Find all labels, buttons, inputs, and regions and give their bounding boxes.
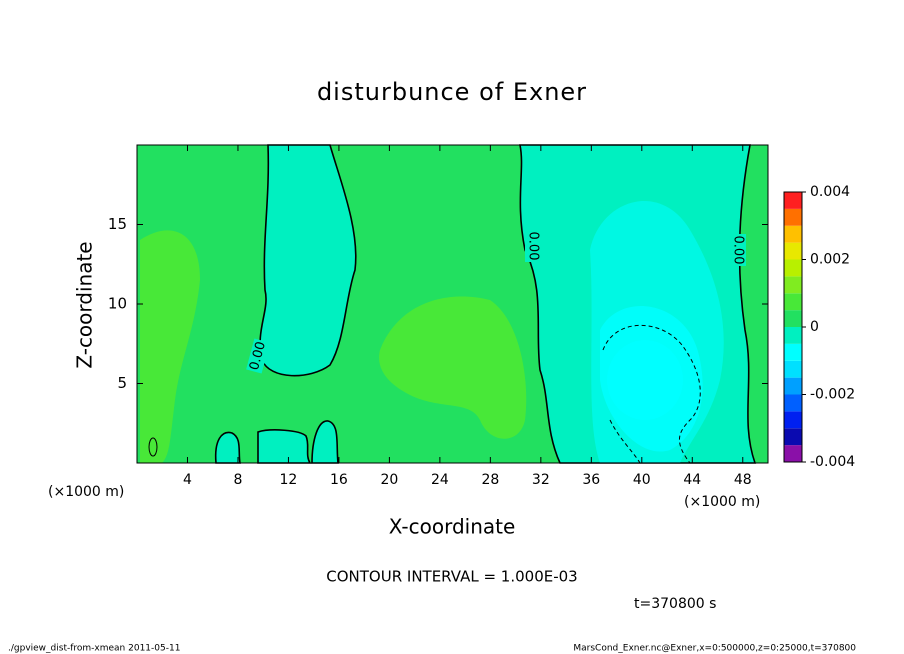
contour-fill xyxy=(259,144,357,377)
y-tick-label: 10 xyxy=(108,295,127,313)
contour-fill xyxy=(607,340,683,420)
colorbar-band xyxy=(784,428,802,446)
x-tick-label: 24 xyxy=(431,472,449,488)
colorbar-band xyxy=(784,276,802,294)
colorbar-band xyxy=(784,445,802,462)
contour-label: 0.00 xyxy=(731,236,746,265)
contour-label-bg xyxy=(525,230,541,262)
contour-fill xyxy=(140,230,200,463)
contour-label-bg xyxy=(730,234,746,266)
colorbar-band xyxy=(784,377,802,395)
colorbar-band xyxy=(784,293,802,311)
contour-fill xyxy=(257,429,312,464)
x-tick-label: 32 xyxy=(532,472,550,488)
colorbar-band xyxy=(784,360,802,378)
x-tick-label: 28 xyxy=(481,472,499,488)
x-tick-label: 20 xyxy=(380,472,398,488)
colorbar-band xyxy=(784,394,802,412)
x-tick-label: 40 xyxy=(633,472,651,488)
colorbar-tick-label: -0.002 xyxy=(810,387,855,403)
x-tick-label: 8 xyxy=(233,472,242,488)
y-tick-label: 15 xyxy=(108,215,127,233)
x-tick-label: 44 xyxy=(683,472,701,488)
contour-fill xyxy=(140,419,169,463)
x-tick-label: 16 xyxy=(330,472,348,488)
contour-fill xyxy=(379,296,527,439)
footer-left: ./gpview_dist-from-xmean 2011-05-11 xyxy=(8,644,180,654)
x-unit-label: (×1000 m) xyxy=(684,494,760,510)
contour-line xyxy=(602,324,701,464)
contour-interval: CONTOUR INTERVAL = 1.000E-03 xyxy=(326,568,577,586)
colorbar-band xyxy=(784,192,802,209)
contour-label: 0.00 xyxy=(526,232,541,261)
y-tick-label: 5 xyxy=(117,374,127,392)
colorbar-band xyxy=(784,259,802,277)
time-label: t=370800 s xyxy=(634,596,716,612)
y-axis-label: Z-coordinate xyxy=(73,241,97,368)
x-axis-label: X-coordinate xyxy=(389,515,516,539)
footer-right: MarsCond_Exner.nc@Exner,x=0:500000,z=0:2… xyxy=(573,644,856,654)
colorbar-band xyxy=(784,242,802,260)
x-tick-label: 36 xyxy=(582,472,600,488)
contour-label-bg xyxy=(246,338,270,374)
colorbar-tick-label: -0.004 xyxy=(810,454,855,470)
contour-label: 0.00 xyxy=(247,340,269,372)
contour-line xyxy=(148,437,158,457)
x-tick-label: 4 xyxy=(183,472,192,488)
contour-fill xyxy=(311,420,339,464)
colorbar-tick-label: 0.004 xyxy=(810,184,850,200)
x-unit-label: (×1000 m) xyxy=(48,484,124,500)
x-tick-label: 12 xyxy=(280,472,298,488)
colorbar-tick-label: 0.002 xyxy=(810,252,850,268)
contour-fill xyxy=(214,431,241,464)
chart-title: disturbunce of Exner xyxy=(317,78,587,106)
colorbar-band xyxy=(784,411,802,429)
colorbar-band xyxy=(784,208,802,226)
colorbar-band xyxy=(784,327,802,344)
colorbar-band xyxy=(784,310,802,327)
colorbar-tick-label: 0 xyxy=(810,319,819,335)
colorbar-band xyxy=(784,343,802,361)
colorbar-band xyxy=(784,225,802,243)
x-tick-label: 48 xyxy=(734,472,752,488)
